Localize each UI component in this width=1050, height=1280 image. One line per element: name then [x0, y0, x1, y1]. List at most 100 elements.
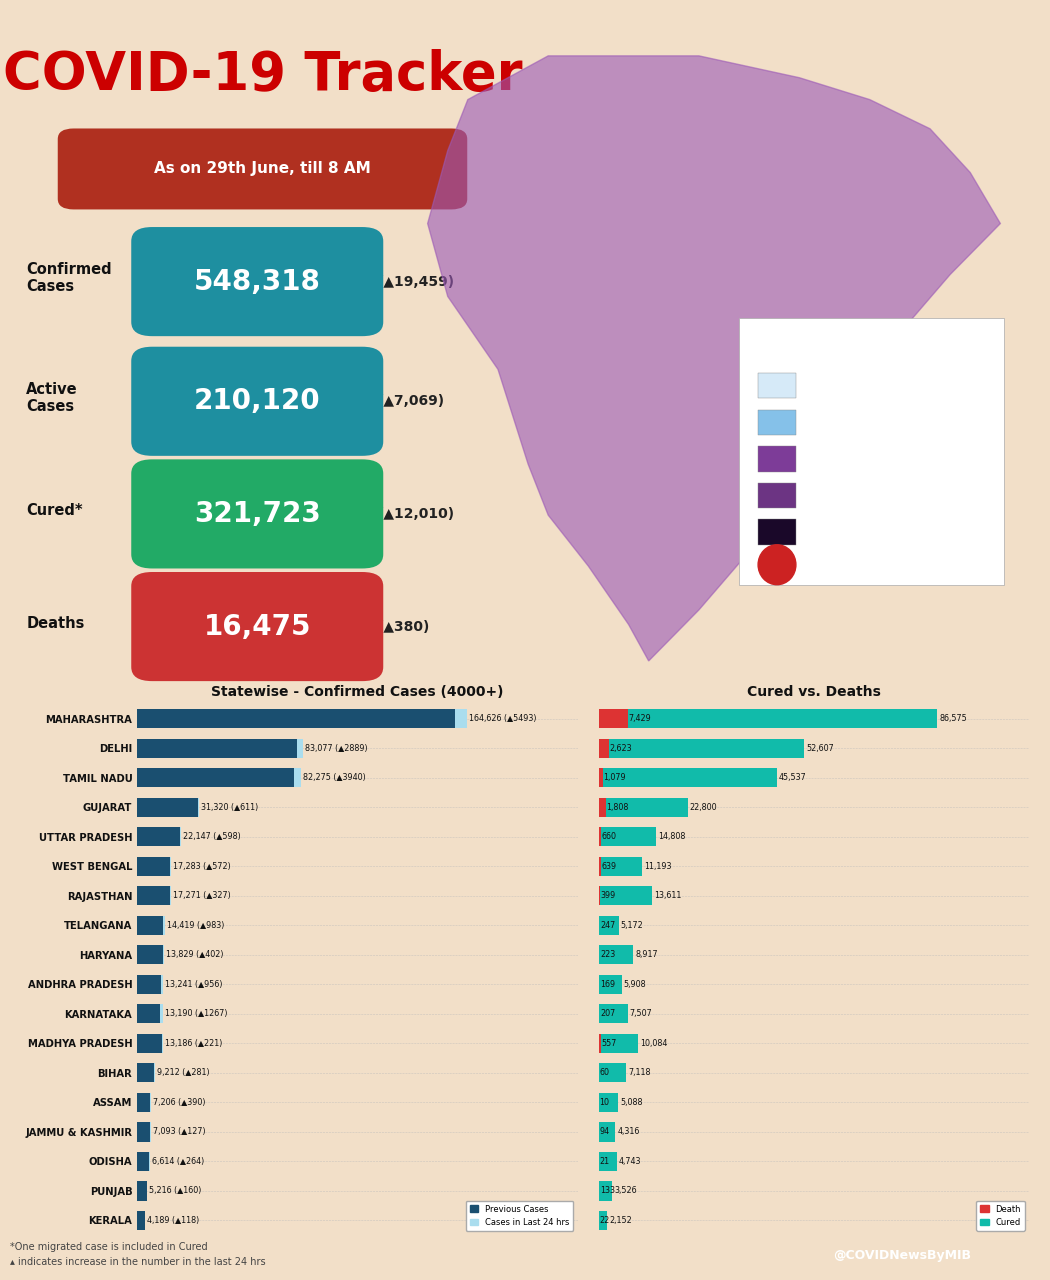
- Bar: [598, 1093, 618, 1112]
- Bar: [598, 739, 804, 758]
- Bar: [598, 945, 633, 964]
- Text: 0 - 500: 0 - 500: [808, 378, 840, 387]
- Bar: [598, 709, 628, 728]
- FancyBboxPatch shape: [758, 372, 796, 398]
- FancyBboxPatch shape: [131, 347, 383, 456]
- Text: 9,212 (▲281): 9,212 (▲281): [156, 1069, 210, 1078]
- Text: 133: 133: [600, 1187, 615, 1196]
- Bar: [598, 886, 600, 905]
- Bar: [136, 739, 297, 758]
- Text: 169: 169: [600, 980, 615, 989]
- Bar: [598, 1064, 627, 1083]
- Text: 94: 94: [600, 1128, 610, 1137]
- Text: 5,172: 5,172: [621, 920, 644, 929]
- Bar: [161, 1005, 163, 1024]
- Bar: [136, 709, 456, 728]
- Bar: [297, 739, 303, 758]
- Title: Statewise - Confirmed Cases (4000+): Statewise - Confirmed Cases (4000+): [211, 685, 503, 699]
- Text: 4,743: 4,743: [620, 1157, 642, 1166]
- Text: 16,475: 16,475: [204, 613, 311, 640]
- Text: *One migrated case is included in Cured: *One migrated case is included in Cured: [10, 1242, 208, 1252]
- Text: 10: 10: [600, 1098, 609, 1107]
- Bar: [136, 1005, 161, 1024]
- Bar: [598, 1005, 628, 1024]
- Text: 164,626 (▲5493): 164,626 (▲5493): [468, 714, 536, 723]
- Bar: [598, 768, 777, 787]
- Bar: [598, 1123, 615, 1142]
- Bar: [598, 797, 688, 817]
- Text: 247: 247: [601, 920, 615, 929]
- Bar: [136, 768, 294, 787]
- Bar: [136, 1123, 150, 1142]
- Text: 7,093 (▲127): 7,093 (▲127): [152, 1128, 206, 1137]
- Text: 5,216 (▲160): 5,216 (▲160): [149, 1187, 202, 1196]
- FancyBboxPatch shape: [131, 460, 383, 568]
- Text: 13,829 (▲402): 13,829 (▲402): [166, 950, 224, 959]
- Bar: [598, 827, 656, 846]
- Text: Active
Cases: Active Cases: [26, 381, 78, 413]
- Title: Cured vs. Deaths: Cured vs. Deaths: [747, 685, 881, 699]
- Text: As on 29th June, till 8 AM: As on 29th June, till 8 AM: [154, 161, 371, 177]
- Text: Deaths: Deaths: [26, 616, 85, 631]
- Text: 2,623: 2,623: [610, 744, 632, 753]
- FancyBboxPatch shape: [758, 483, 796, 508]
- Bar: [136, 856, 170, 876]
- Text: 20000+: 20000+: [808, 524, 844, 532]
- Bar: [598, 768, 603, 787]
- Text: (▲380): (▲380): [378, 620, 430, 634]
- Text: 1,079: 1,079: [604, 773, 626, 782]
- Text: 501 - 2000: 501 - 2000: [808, 413, 858, 422]
- Bar: [136, 886, 170, 905]
- Bar: [598, 1211, 607, 1230]
- Polygon shape: [427, 56, 1001, 660]
- Bar: [598, 1181, 612, 1201]
- Bar: [161, 975, 163, 995]
- Bar: [598, 886, 652, 905]
- Text: 223: 223: [601, 950, 615, 959]
- Text: Cured*: Cured*: [26, 503, 83, 518]
- Text: 548,318: 548,318: [194, 268, 320, 296]
- Text: 7,507: 7,507: [630, 1010, 653, 1019]
- Bar: [294, 768, 301, 787]
- Text: 13,611: 13,611: [654, 891, 681, 900]
- Text: 7,429: 7,429: [628, 714, 651, 723]
- Text: 2001 - 10000: 2001 - 10000: [808, 451, 869, 460]
- Bar: [598, 797, 606, 817]
- Bar: [170, 856, 171, 876]
- Text: 86,575: 86,575: [940, 714, 967, 723]
- Text: 3,526: 3,526: [614, 1187, 637, 1196]
- Bar: [598, 856, 601, 876]
- Text: 1,808: 1,808: [606, 803, 629, 812]
- Text: 22,147 (▲598): 22,147 (▲598): [183, 832, 240, 841]
- Text: 2,152: 2,152: [609, 1216, 632, 1225]
- Bar: [598, 1034, 601, 1053]
- Bar: [136, 797, 198, 817]
- Text: 21: 21: [600, 1157, 609, 1166]
- Text: 210,120: 210,120: [194, 388, 320, 415]
- Text: (▲7,069): (▲7,069): [378, 394, 445, 408]
- Text: 639: 639: [602, 861, 617, 870]
- Text: 10001 - 20000: 10001 - 20000: [808, 486, 875, 497]
- Bar: [456, 709, 466, 728]
- Text: 13,186 (▲221): 13,186 (▲221): [165, 1039, 223, 1048]
- Bar: [198, 797, 200, 817]
- Text: 11,193: 11,193: [645, 861, 672, 870]
- Text: Deaths: Deaths: [808, 561, 840, 570]
- Circle shape: [758, 545, 796, 585]
- Legend: Death, Cured: Death, Cured: [976, 1201, 1025, 1231]
- Text: 399: 399: [601, 891, 616, 900]
- Text: 13,241 (▲956): 13,241 (▲956): [165, 980, 223, 989]
- Text: 557: 557: [602, 1039, 616, 1048]
- Text: 45,537: 45,537: [779, 773, 806, 782]
- Text: 31,320 (▲611): 31,320 (▲611): [202, 803, 258, 812]
- Text: 52,607: 52,607: [806, 744, 834, 753]
- Bar: [136, 975, 161, 995]
- Text: Confirmed
Cases: Confirmed Cases: [26, 262, 112, 294]
- Text: 82,275 (▲3940): 82,275 (▲3940): [303, 773, 366, 782]
- Bar: [136, 915, 164, 934]
- Text: @COVIDNewsByMIB: @COVIDNewsByMIB: [834, 1249, 971, 1262]
- Text: ▴ indicates increase in the number in the last 24 hrs: ▴ indicates increase in the number in th…: [10, 1257, 266, 1267]
- FancyBboxPatch shape: [758, 520, 796, 545]
- Bar: [598, 709, 938, 728]
- Text: 660: 660: [602, 832, 616, 841]
